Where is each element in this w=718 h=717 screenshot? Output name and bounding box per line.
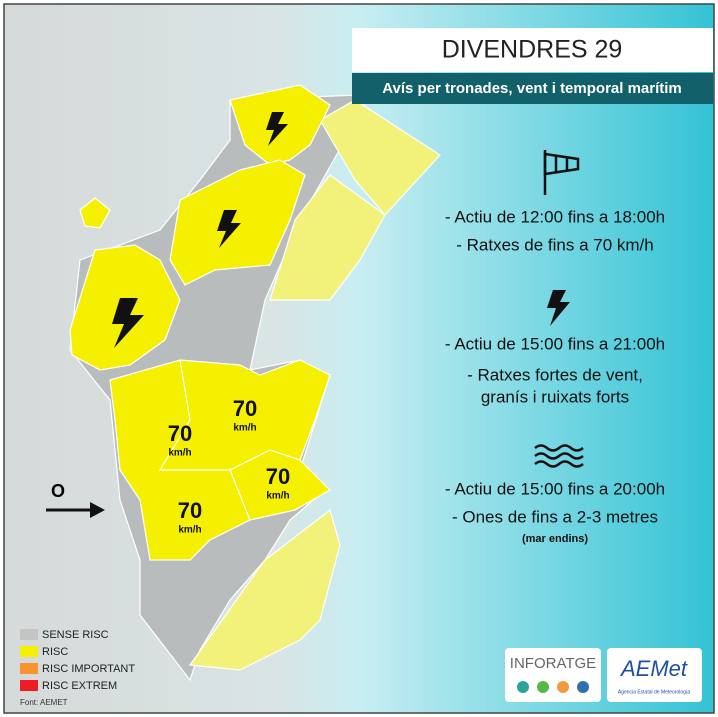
- wind-unit: km/h: [178, 525, 201, 536]
- title: DIVENDRES 29: [442, 36, 623, 64]
- warning-line: granís i ruixats forts: [481, 387, 629, 406]
- legend-label: SENSE RISC: [42, 629, 109, 641]
- wind-unit: km/h: [266, 491, 289, 502]
- logo-aemet: AEMet: [619, 656, 688, 681]
- warning-line: - Actiu de 15:00 fins a 20:00h: [445, 479, 665, 498]
- wind-value: 70: [178, 498, 202, 523]
- warning-note: (mar endins): [522, 533, 588, 545]
- logo-aemet-sub: Agencia Estatal de Meteorología: [618, 689, 690, 695]
- warning-line: - Ones de fins a 2-3 metres: [452, 507, 658, 526]
- source: Font: AEMET: [20, 698, 68, 707]
- warning-line: - Ratxes fortes de vent,: [467, 365, 643, 384]
- logo-inforatge: INFORATGE: [510, 655, 596, 672]
- warning-line: - Actiu de 15:00 fins a 21:00h: [445, 334, 665, 353]
- wind-unit: km/h: [233, 423, 256, 434]
- legend-label: RISC EXTREM: [42, 680, 117, 692]
- legend-label: RISC IMPORTANT: [42, 663, 135, 675]
- wind-unit: km/h: [168, 448, 191, 459]
- legend-swatch: [20, 646, 38, 657]
- logo-dot: [517, 681, 529, 693]
- legend-label: RISC: [42, 646, 68, 658]
- logo-dot: [577, 681, 589, 693]
- wind-value: 70: [233, 396, 257, 421]
- direction-label: O: [51, 481, 65, 501]
- subtitle: Avís per tronades, vent i temporal marít…: [382, 80, 682, 97]
- legend-swatch: [20, 629, 38, 640]
- warning-line: - Ratxes de fins a 70 km/h: [456, 235, 653, 254]
- legend-swatch: [20, 663, 38, 674]
- legend-swatch: [20, 680, 38, 691]
- logo-dot: [537, 681, 549, 693]
- wind-value: 70: [168, 421, 192, 446]
- warning-line: - Actiu de 12:00 fins a 18:00h: [445, 207, 665, 226]
- infographic: 70 km/h 70 km/h 70 km/h 70 km/h O DIVEND…: [0, 0, 718, 717]
- logo-dot: [557, 681, 569, 693]
- wind-value: 70: [266, 464, 290, 489]
- page: {"header": {"title": "DIVENDRES 29", "su…: [0, 0, 718, 717]
